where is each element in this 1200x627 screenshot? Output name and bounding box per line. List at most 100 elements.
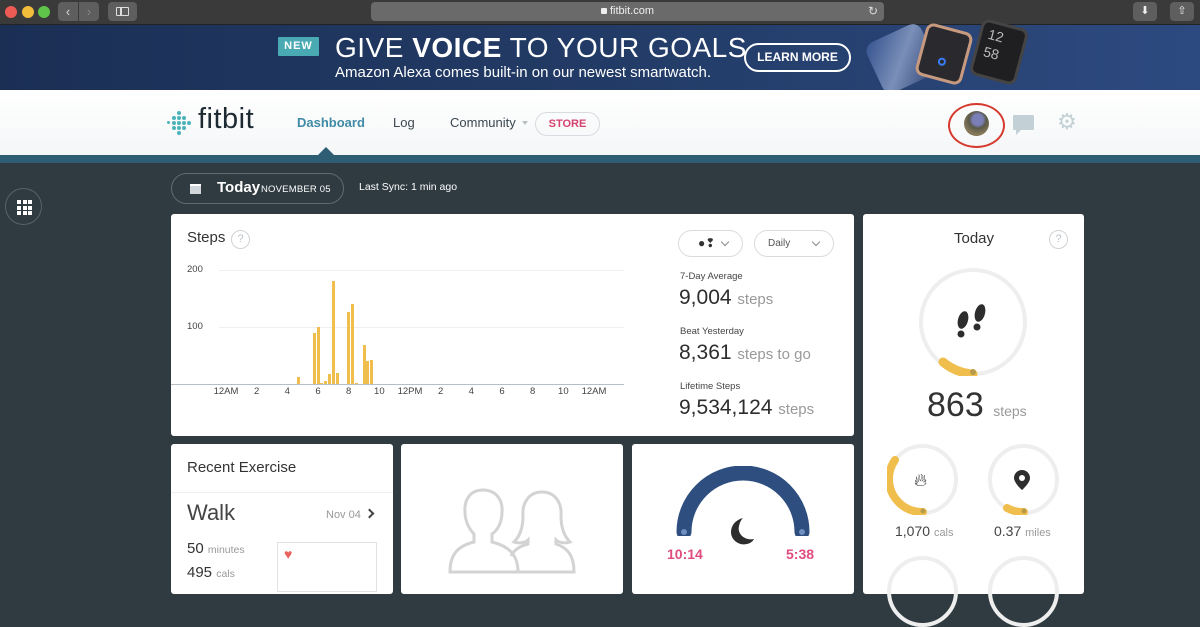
friends-card[interactable] [401,444,623,594]
active-minutes-ring[interactable] [887,556,958,627]
stat-label: 7-Day Average [680,271,743,282]
x-tick-label: 10 [374,386,385,397]
sleep-start-time: 10:14 [667,546,703,562]
nav-log[interactable]: Log [393,115,415,130]
smartwatch-image: 12 58 [968,17,1030,87]
calories-progress-arc [887,456,927,515]
fitbit-logo[interactable]: fitbit [198,103,255,135]
x-tick-label: 4 [468,386,474,397]
chevron-down-icon [521,121,528,125]
date-label: NOVEMBER 05 [261,184,331,195]
recent-exercise-card[interactable] [171,444,393,594]
today-card-title: Today [954,230,995,247]
date-selector[interactable]: Today NOVEMBER 05 [171,173,344,204]
heart-rate-chart[interactable]: ♥ [277,542,377,592]
store-button[interactable]: STORE [535,112,600,136]
close-window-button[interactable] [5,6,17,18]
chart-bar [347,311,351,384]
new-badge: NEW [278,37,319,56]
chevron-down-icon [720,237,730,247]
nav-community[interactable]: Community [450,115,528,130]
gridline [219,327,624,328]
chart-bar [370,360,374,384]
metric-selector[interactable]: ●❢ [678,230,743,257]
gear-icon[interactable]: ⚙ [1057,109,1077,134]
today-label: Today [217,179,261,196]
chart-bar [324,381,328,384]
back-button[interactable]: ‹ [58,2,78,21]
zoom-window-button[interactable] [38,6,50,18]
exercise-activity: Walk [187,500,236,525]
chevron-down-icon [811,237,821,247]
avatar[interactable] [964,111,989,136]
today-steps: 863 steps [927,386,1027,424]
banner-subtitle: Amazon Alexa comes built-in on our newes… [335,64,712,81]
last-sync: Last Sync: 1 min ago [359,181,458,193]
exercise-cals: 495 cals [187,564,235,581]
x-tick-label: 2 [438,386,444,397]
fitbit-logo-icon[interactable] [167,111,191,135]
x-tick-label: 4 [284,386,290,397]
messages-icon[interactable] [1013,115,1034,135]
promo-banner[interactable]: NEW GIVE VOICE TO YOUR GOALS Amazon Alex… [0,17,1200,97]
calories-value: 1,070 cals [895,523,954,539]
apps-menu-button[interactable] [5,188,42,225]
lock-icon [600,8,607,14]
share-button[interactable]: ⇧ [1170,2,1194,21]
sleep-arc [676,466,810,536]
x-tick-label: 6 [499,386,505,397]
flame-icon: 🔥︎ [914,470,928,490]
minimize-window-button[interactable] [22,6,34,18]
x-tick-label: 2 [254,386,260,397]
chart-bar [354,382,358,384]
period-selector[interactable]: Daily [754,230,834,257]
stat-value: 9,004 steps [679,286,774,309]
friends-icon [448,488,576,574]
banner-title: GIVE VOICE TO YOUR GOALS [335,32,747,63]
chart-bar [366,361,370,384]
sleep-end-time: 5:38 [786,546,815,562]
chart-bar [335,373,339,384]
x-tick-label: 6 [315,386,321,397]
floors-ring[interactable] [988,556,1059,627]
stat-value: 8,361 steps to go [679,341,811,364]
footsteps-icon: ●❢ [698,236,716,250]
nav-dashboard[interactable]: Dashboard [297,115,365,130]
y-tick-label: 100 [187,321,203,332]
distance-progress-arc [1003,504,1028,515]
alexa-icon [937,56,947,67]
heart-icon: ♥ [284,546,293,562]
chart-bar [331,280,335,384]
stat-label: Lifetime Steps [680,381,741,392]
sidebar-toggle-button[interactable] [108,2,137,21]
learn-more-button[interactable]: LEARN MORE [744,43,851,72]
nav-strip [0,155,1200,163]
browser-toolbar: ‹ › fitbit.com ↻ ⬇ ⇧ [0,0,1200,25]
x-tick-label: 12AM [581,386,607,397]
footsteps-icon [957,304,986,338]
help-icon[interactable]: ? [231,230,250,249]
downloads-button[interactable]: ⬇ [1133,2,1157,21]
x-tick-label: 8 [346,386,352,397]
chart-bar [362,345,366,384]
active-nav-pointer [318,147,334,155]
forward-button[interactable]: › [79,2,99,21]
x-tick-label: 8 [530,386,536,397]
chart-bar [316,327,320,384]
chart-bar [312,332,316,384]
grid-icon [17,200,32,215]
gridline [219,270,624,271]
x-tick-label: 10 [558,386,569,397]
x-tick-label: 12PM [397,386,423,397]
help-icon[interactable]: ? [1049,230,1068,249]
location-pin-icon [1014,470,1030,490]
url-text: fitbit.com [609,5,654,17]
steps-card-title: Steps [187,229,226,246]
calendar-icon [190,184,201,194]
chart-bar [351,303,354,384]
exercise-date: Nov 04 [326,509,361,521]
address-bar[interactable]: fitbit.com ↻ [371,2,884,21]
chart-bar [328,374,331,384]
highlight-circle [948,103,1005,148]
reload-icon[interactable]: ↻ [867,4,878,18]
